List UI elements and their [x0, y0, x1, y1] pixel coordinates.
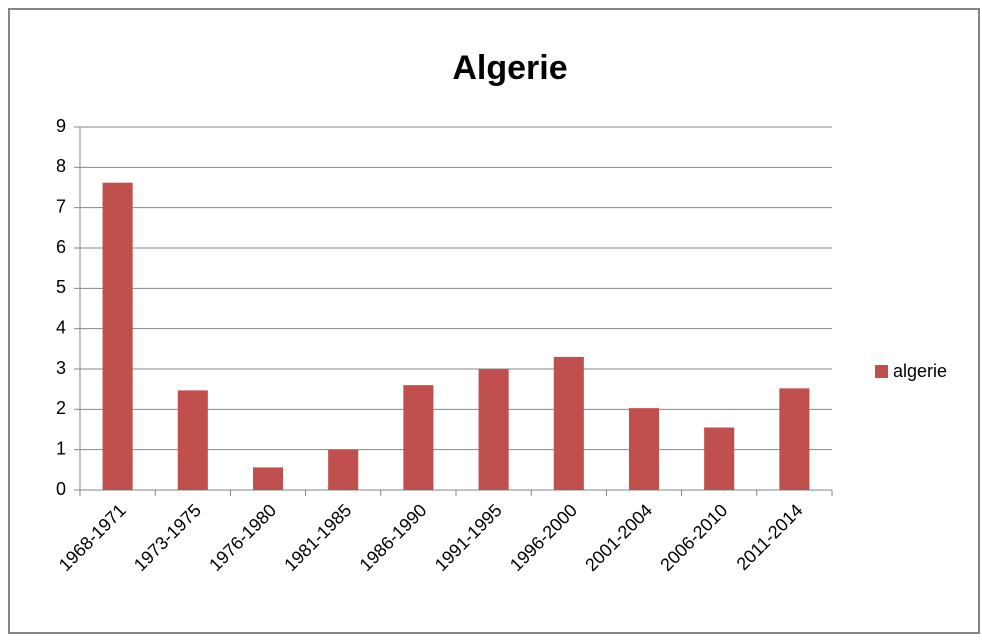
y-tick-label: 7 [56, 196, 66, 216]
bar [102, 182, 133, 490]
y-tick-label: 5 [56, 277, 66, 297]
chart-border [8, 8, 980, 634]
y-tick-label: 8 [56, 156, 66, 176]
bar [704, 427, 735, 490]
y-tick-label: 6 [56, 237, 66, 257]
y-tick-label: 3 [56, 358, 66, 378]
chart-title: Algerie [452, 49, 567, 87]
legend-swatch [875, 365, 888, 378]
y-tick-label: 0 [56, 479, 66, 499]
y-tick-label: 9 [56, 116, 66, 136]
y-tick-label: 4 [56, 317, 66, 337]
bar [779, 388, 810, 490]
legend-label: algerie [893, 361, 947, 381]
y-tick-label: 2 [56, 398, 66, 418]
bar [553, 356, 584, 490]
bar [628, 408, 660, 490]
bar [478, 369, 509, 490]
bar [328, 449, 359, 490]
y-tick-label: 1 [56, 438, 66, 458]
bar [252, 467, 284, 490]
bar [403, 385, 434, 490]
bar [177, 390, 208, 490]
